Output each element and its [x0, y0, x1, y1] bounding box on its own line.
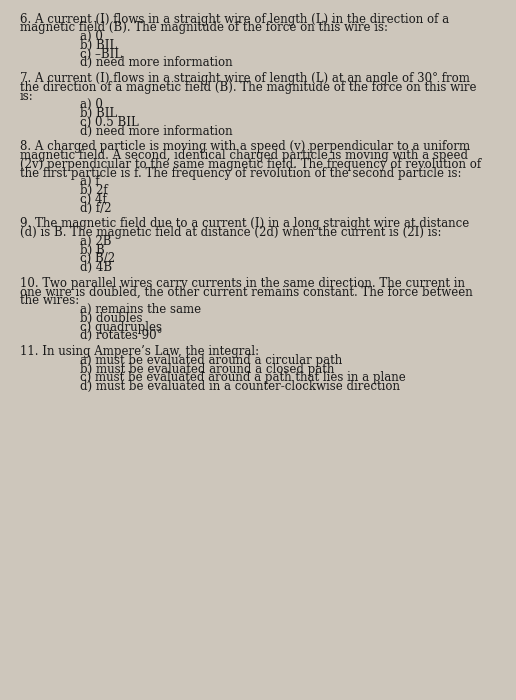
Text: magnetic field. A second, identical charged particle is moving with a speed: magnetic field. A second, identical char…: [20, 149, 467, 162]
Text: magnetic field (B). The magnitude of the force on this wire is:: magnetic field (B). The magnitude of the…: [20, 22, 388, 34]
Text: a) 2B: a) 2B: [80, 234, 111, 248]
Text: (2v) perpendicular to the same magnetic field. The frequency of revolution of: (2v) perpendicular to the same magnetic …: [20, 158, 481, 171]
Text: c) 0.5 BIL: c) 0.5 BIL: [80, 116, 139, 129]
Text: the direction of a magnetic field (B). The magnitude of the force on this wire: the direction of a magnetic field (B). T…: [20, 80, 476, 94]
Text: b) 2f: b) 2f: [80, 184, 108, 197]
Text: (d) is B. The magnetic field at distance (2d) when the current is (2I) is:: (d) is B. The magnetic field at distance…: [20, 226, 441, 239]
Text: b) must be evaluated around a closed path: b) must be evaluated around a closed pat…: [80, 363, 334, 376]
Text: the wires:: the wires:: [20, 294, 79, 307]
Text: 6. A current (I) flows in a straight wire of length (L) in the direction of a: 6. A current (I) flows in a straight wir…: [20, 13, 449, 26]
Text: b) doubles: b) doubles: [80, 312, 142, 325]
Text: a) must be evaluated around a circular path: a) must be evaluated around a circular p…: [80, 354, 342, 367]
Text: d) must be evaluated in a counter-clockwise direction: d) must be evaluated in a counter-clockw…: [80, 380, 400, 393]
Text: a) 0: a) 0: [80, 98, 103, 111]
Text: d) rotates 90°: d) rotates 90°: [80, 329, 163, 342]
Text: c) must be evaluated around a path that lies in a plane: c) must be evaluated around a path that …: [80, 371, 406, 384]
Text: a) remains the same: a) remains the same: [80, 303, 201, 316]
Text: c) B/2: c) B/2: [80, 252, 115, 265]
Text: 10. Two parallel wires carry currents in the same direction. The current in: 10. Two parallel wires carry currents in…: [20, 276, 464, 290]
Text: d) need more information: d) need more information: [80, 56, 233, 69]
Text: 9. The magnetic field due to a current (I) in a long straight wire at distance: 9. The magnetic field due to a current (…: [20, 217, 469, 230]
Text: a) 0: a) 0: [80, 30, 103, 43]
Text: one wire is doubled, the other current remains constant. The force between: one wire is doubled, the other current r…: [20, 286, 472, 299]
Text: b) BIL: b) BIL: [80, 38, 117, 52]
Text: c) 4f: c) 4f: [80, 193, 107, 206]
Text: b) BIL: b) BIL: [80, 107, 117, 120]
Text: a) f: a) f: [80, 175, 100, 188]
Text: d) f/2: d) f/2: [80, 202, 111, 215]
Text: 7. A current (I) flows in a straight wire of length (L) at an angle of 30° from: 7. A current (I) flows in a straight wir…: [20, 72, 470, 85]
Text: d) need more information: d) need more information: [80, 125, 233, 138]
Text: c) quadruples: c) quadruples: [80, 321, 162, 334]
Text: the first particle is f. The frequency of revolution of the second particle is:: the first particle is f. The frequency o…: [20, 167, 461, 180]
Text: is:: is:: [20, 90, 34, 103]
Text: 11. In using Ampere’s Law, the integral:: 11. In using Ampere’s Law, the integral:: [20, 345, 259, 358]
Text: d) 4B: d) 4B: [80, 261, 112, 274]
Text: 8. A charged particle is moving with a speed (v) perpendicular to a uniform: 8. A charged particle is moving with a s…: [20, 140, 470, 153]
Text: b) B: b) B: [80, 244, 105, 257]
Text: c) –BIL: c) –BIL: [80, 48, 122, 61]
